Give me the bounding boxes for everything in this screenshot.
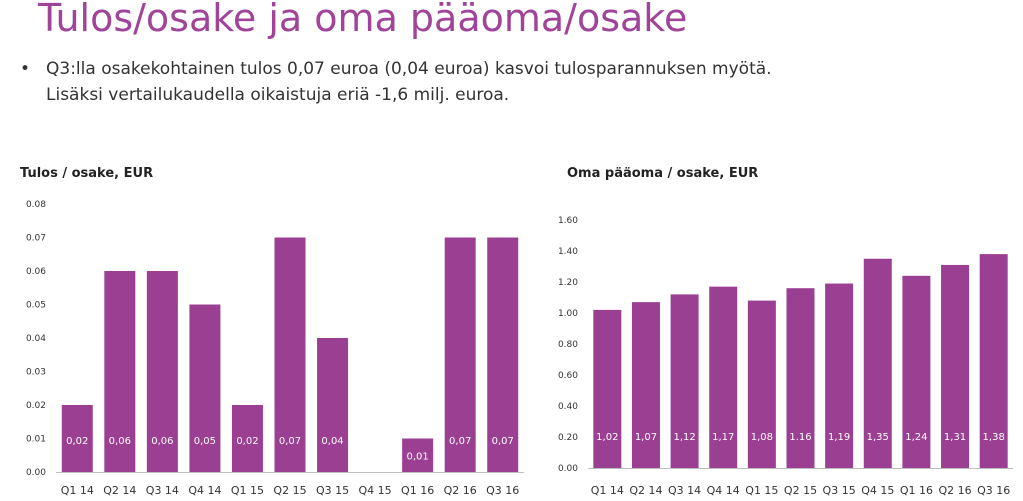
- y-tick-label: 0.07: [26, 234, 46, 244]
- bar-value-label: 0,02: [236, 436, 258, 447]
- bar-value-label: 1,38: [983, 432, 1005, 443]
- bullet-text-continued: Lisäksi vertailukaudella oikaistuja eriä…: [46, 85, 510, 105]
- bar-eps: [231, 405, 263, 472]
- x-tick-label: Q1 14: [591, 484, 624, 497]
- y-tick-label: 1.60: [558, 216, 578, 226]
- x-tick-label: Q3 14: [146, 484, 179, 497]
- bar-eps: [274, 237, 306, 472]
- bar-value-label: 0,07: [449, 436, 471, 447]
- bar-equity: [979, 254, 1008, 468]
- bar-equity: [941, 264, 970, 468]
- bullet-text: Q3:lla osakekohtainen tulos 0,07 euroa (…: [46, 59, 772, 79]
- bar-value-label: 1,07: [635, 432, 657, 443]
- y-tick-label: 0.40: [558, 402, 578, 412]
- x-tick-label: Q4 14: [707, 484, 740, 497]
- x-tick-label: Q3 15: [823, 484, 856, 497]
- x-tick-label: Q1 15: [231, 484, 264, 497]
- bar-value-label: 1,19: [828, 432, 850, 443]
- y-tick-label: 1.40: [558, 247, 578, 257]
- bar-value-label: 0,06: [109, 436, 131, 447]
- bar-eps: [444, 237, 476, 472]
- bullet-item: • Q3:lla osakekohtainen tulos 0,07 euroa…: [20, 56, 772, 82]
- bar-equity: [747, 300, 776, 468]
- bar-eps: [402, 438, 434, 472]
- bar-equity: [593, 309, 622, 468]
- bar-eps: [146, 271, 178, 472]
- bar-eps: [487, 237, 519, 472]
- bar-value-label: 0,02: [66, 436, 88, 447]
- x-tick-label: Q3 15: [316, 484, 349, 497]
- bar-value-label: 1.16: [789, 432, 811, 443]
- y-tick-label: 0.01: [26, 435, 46, 445]
- x-tick-label: Q1 14: [61, 484, 94, 497]
- bar-value-label: 0,04: [321, 436, 343, 447]
- y-tick-label: 0.05: [26, 301, 46, 311]
- y-tick-label: 0.60: [558, 371, 578, 381]
- x-tick-label: Q1 15: [745, 484, 778, 497]
- y-tick-label: 1.00: [558, 309, 578, 319]
- bar-equity: [631, 302, 660, 468]
- bar-eps: [61, 405, 93, 472]
- bar-equity: [709, 286, 738, 468]
- chart-title-eps: Tulos / osake, EUR: [20, 166, 154, 181]
- y-tick-label: 0.00: [558, 464, 578, 474]
- x-tick-label: Q4 15: [861, 484, 894, 497]
- x-tick-label: Q2 15: [784, 484, 817, 497]
- y-tick-label: 1.20: [558, 278, 578, 288]
- x-tick-label: Q2 16: [444, 484, 477, 497]
- bar-value-label: 1,31: [944, 432, 966, 443]
- y-tick-label: 0.02: [26, 401, 46, 411]
- x-tick-label: Q3 16: [977, 484, 1010, 497]
- bullet-list: • Q3:lla osakekohtainen tulos 0,07 euroa…: [20, 56, 772, 108]
- bullet-symbol: •: [20, 59, 31, 79]
- bar-value-label: 1,24: [905, 432, 927, 443]
- x-tick-label: Q2 15: [273, 484, 306, 497]
- y-tick-label: 0.03: [26, 368, 46, 378]
- bar-eps: [189, 304, 221, 472]
- x-tick-label: Q1 16: [401, 484, 434, 497]
- page-title: Tulos/osake ja oma pääoma/osake: [38, 0, 688, 40]
- y-tick-label: 0.08: [26, 200, 46, 210]
- bar-equity: [825, 283, 854, 468]
- x-tick-label: Q3 16: [486, 484, 519, 497]
- bar-equity: [863, 258, 892, 468]
- bar-value-label: 0,07: [279, 436, 301, 447]
- x-tick-label: Q1 16: [900, 484, 933, 497]
- bar-equity: [670, 294, 699, 468]
- bar-value-label: 1,17: [712, 432, 734, 443]
- bar-value-label: 0,05: [194, 436, 216, 447]
- bar-value-label: 1,02: [596, 432, 618, 443]
- bar-value-label: 1,35: [867, 432, 889, 443]
- bar-value-label: 1,12: [673, 432, 695, 443]
- bar-equity: [786, 288, 815, 468]
- y-tick-label: 0.06: [26, 267, 46, 277]
- bar-value-label: 1,08: [751, 432, 773, 443]
- y-tick-label: 0.80: [558, 340, 578, 350]
- bar-value-label: 0,06: [151, 436, 173, 447]
- y-tick-label: 0.00: [26, 468, 46, 478]
- x-tick-label: Q2 14: [103, 484, 136, 497]
- x-tick-label: Q2 14: [629, 484, 662, 497]
- x-tick-label: Q3 14: [668, 484, 701, 497]
- x-tick-label: Q2 16: [938, 484, 971, 497]
- y-tick-label: 0.04: [26, 334, 46, 344]
- x-tick-label: Q4 15: [359, 484, 392, 497]
- y-tick-label: 0.20: [558, 433, 578, 443]
- bar-value-label: 0,00: [364, 456, 386, 467]
- bar-value-label: 0,01: [407, 451, 429, 462]
- bullet-continuation: Lisäksi vertailukaudella oikaistuja eriä…: [20, 82, 772, 108]
- chart-title-equity: Oma pääoma / osake, EUR: [567, 166, 759, 181]
- bar-eps: [104, 271, 136, 472]
- bar-value-label: 0,07: [492, 436, 514, 447]
- x-tick-label: Q4 14: [188, 484, 221, 497]
- bar-eps: [317, 338, 349, 472]
- bar-equity: [902, 275, 931, 468]
